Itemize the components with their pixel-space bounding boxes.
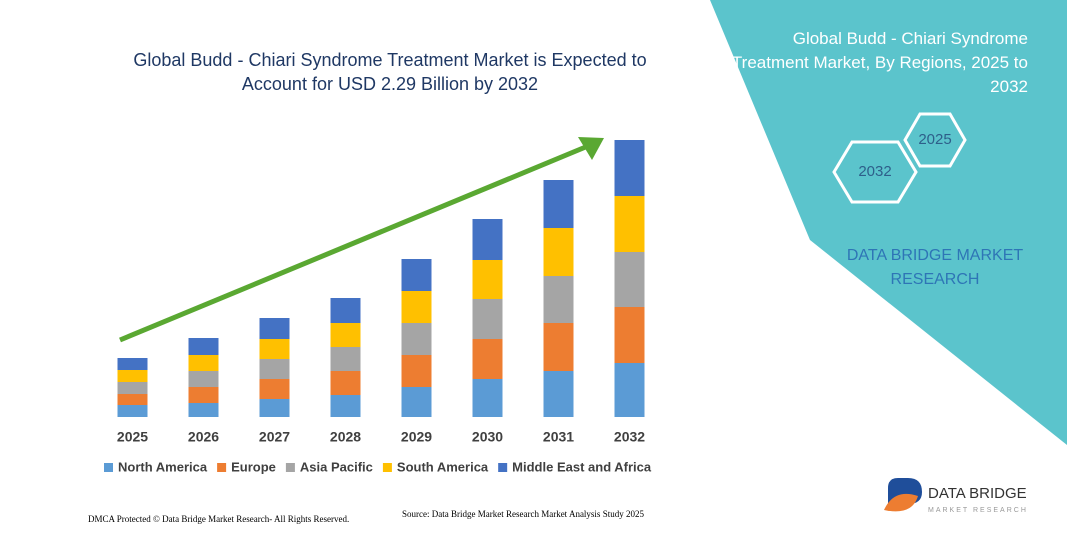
legend-label: South America	[397, 459, 489, 474]
bar-segment	[472, 379, 503, 417]
bar-segment	[543, 180, 574, 228]
bar-segment	[614, 363, 645, 417]
legend-swatch	[498, 463, 508, 472]
bar-segment	[117, 370, 148, 382]
hexagon	[832, 140, 918, 204]
hexagon-label: 2032	[858, 163, 891, 180]
legend-label: Middle East and Africa	[512, 459, 652, 474]
bar-segment	[117, 405, 148, 417]
bar-segment	[259, 359, 290, 379]
legend-swatch	[104, 463, 113, 472]
x-tick-label: 2032	[614, 429, 645, 445]
bar-segment	[117, 382, 148, 394]
bar-segment	[330, 347, 361, 371]
legend-swatch	[217, 463, 227, 472]
bar-segment	[259, 379, 290, 399]
bar-segment	[543, 228, 574, 276]
bar-segment	[614, 252, 645, 307]
bar-segment	[117, 394, 148, 405]
x-tick-label: 2028	[330, 429, 361, 445]
bar-segment	[401, 259, 432, 291]
x-tick-label: 2027	[259, 429, 290, 445]
bar-segment	[330, 323, 361, 347]
bar-segment	[401, 323, 432, 355]
panel-title: Global Budd - Chiari Syndrome Treatment …	[731, 29, 1028, 96]
dmca: DMCA Protected © Data Bridge Market Rese…	[88, 514, 350, 524]
legend-swatch	[382, 463, 392, 472]
chart-title: Global Budd - Chiari Syndrome Treatment …	[133, 50, 647, 94]
hexagon	[903, 112, 967, 168]
bar-segment	[401, 387, 432, 417]
panel-bg	[710, 0, 1067, 445]
bar-segment	[188, 338, 219, 355]
source: Source: Data Bridge Market Research Mark…	[402, 509, 644, 519]
x-tick-label: 2031	[543, 429, 574, 445]
x-tick-label: 2026	[188, 429, 219, 445]
bar-segment	[614, 140, 645, 196]
bar-segment	[188, 371, 219, 387]
legend-label: Europe	[231, 459, 276, 474]
bar-segment	[401, 355, 432, 387]
bar-segment	[472, 219, 503, 260]
logo-tagline: MARKET RESEARCH	[928, 507, 1028, 514]
bar-segment	[259, 339, 290, 359]
bar-segment	[543, 323, 574, 371]
bar-segment	[330, 395, 361, 417]
bar-segment	[543, 276, 574, 323]
logo-mark	[884, 493, 918, 512]
bar-segment	[543, 371, 574, 417]
x-tick-label: 2030	[472, 429, 503, 445]
bar-segment	[401, 291, 432, 323]
bar-segment	[614, 307, 645, 363]
bar-segment	[188, 355, 219, 371]
bar-segment	[188, 387, 219, 403]
bar-segment	[188, 403, 219, 417]
bar-segment	[614, 196, 645, 252]
arrow-head	[578, 137, 604, 160]
bar-segment	[472, 299, 503, 339]
bar-segment	[472, 260, 503, 299]
x-tick-label: 2029	[401, 429, 432, 445]
legend-label: Asia Pacific	[300, 459, 373, 474]
bar-segment	[330, 371, 361, 395]
logo-name: DATA BRIDGE	[928, 485, 1027, 502]
bar-segment	[472, 339, 503, 379]
x-tick-label: 2025	[117, 429, 148, 445]
hexagon-label: 2025	[918, 131, 951, 148]
brand: DATA BRIDGE MARKET RESEARCH	[846, 247, 1024, 288]
bar-segment	[259, 318, 290, 339]
legend-swatch	[285, 463, 295, 472]
bar-segment	[330, 298, 361, 323]
bar-segment	[259, 399, 290, 417]
legend-label: North America	[118, 459, 208, 474]
trend-arrow	[119, 143, 589, 343]
bar-segment	[117, 358, 148, 370]
